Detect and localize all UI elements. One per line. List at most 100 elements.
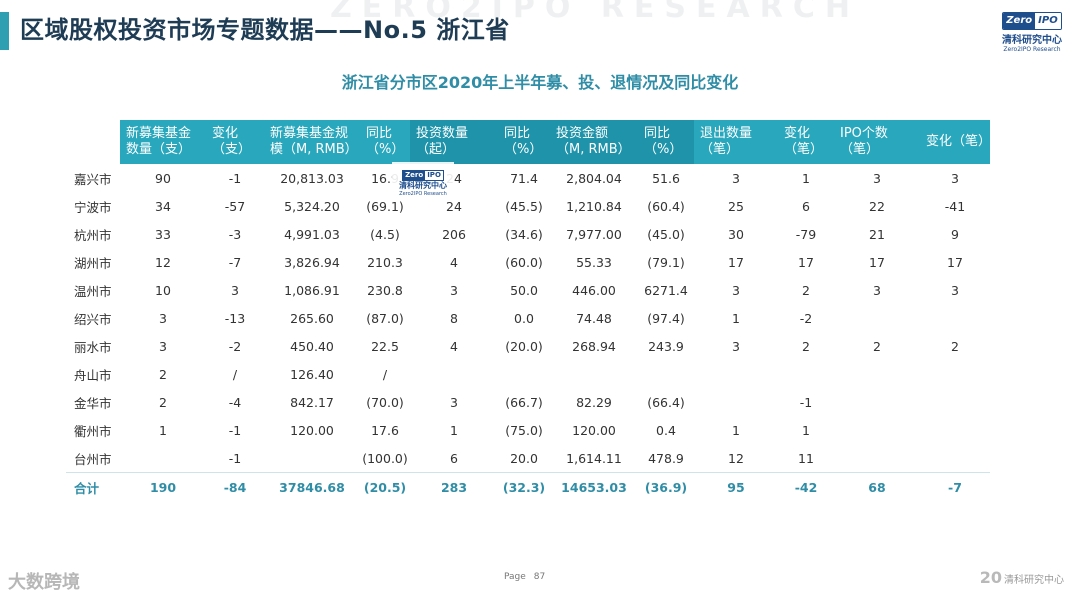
value-cell: 3 xyxy=(732,282,740,298)
value-cell: (79.1) xyxy=(647,254,685,270)
value-cell xyxy=(120,444,206,473)
city-cell: 台州市 xyxy=(74,451,112,467)
value-cell: 126.40 xyxy=(290,366,334,382)
footer-brand-text: 清科研究中心 xyxy=(1004,575,1064,586)
value-cell: 2 xyxy=(951,338,959,354)
table-header-row: 新募集基金数量（支） 变化（支） 新募集基金规模（M, RMB） 同比（%） 投… xyxy=(66,120,991,164)
value-cell: 22 xyxy=(869,198,885,214)
data-table: 新募集基金数量（支） 变化（支） 新募集基金规模（M, RMB） 同比（%） 投… xyxy=(66,120,991,501)
value-cell: (60.4) xyxy=(647,198,685,214)
value-cell: (75.0) xyxy=(505,422,543,438)
value-cell: 37846.68 xyxy=(264,472,360,501)
value-cell xyxy=(920,388,990,416)
value-cell: 1 xyxy=(732,422,740,438)
value-cell: 2 xyxy=(802,338,810,354)
value-cell: (100.0) xyxy=(362,450,408,466)
value-cell: 20.0 xyxy=(510,450,538,466)
value-cell: 1,614.11 xyxy=(566,450,622,466)
value-cell xyxy=(638,360,694,388)
value-cell: 82.29 xyxy=(576,394,612,410)
value-cell: (87.0) xyxy=(366,310,404,326)
page-number: 87 xyxy=(533,572,546,582)
value-cell: -41 xyxy=(944,198,966,214)
value-cell: 268.94 xyxy=(572,338,616,354)
value-cell: 3 xyxy=(873,282,881,298)
footer-brand-number: 20 xyxy=(979,568,1002,587)
table-row: 绍兴市 3 -13 265.60 (87.0) 8 0.0 74.48 (97.4) 1 -2 xyxy=(66,304,990,332)
page-label: Page xyxy=(504,572,526,582)
value-cell: 3 xyxy=(450,282,458,298)
value-cell: 50.0 xyxy=(510,282,538,298)
value-cell: (45.5) xyxy=(505,198,543,214)
table-row: 舟山市 2 / 126.40 / xyxy=(66,360,990,388)
value-cell: -1 xyxy=(228,170,242,186)
value-cell: -7 xyxy=(920,472,990,501)
header-cell-ipo-change: 变化（笔） xyxy=(920,120,991,164)
value-cell: (20.5) xyxy=(360,472,410,501)
brand-name-en: Zero2IPO Research xyxy=(1003,46,1061,53)
city-cell: 杭州市 xyxy=(74,227,112,243)
header-cell-corner xyxy=(66,120,120,164)
city-cell: 舟山市 xyxy=(74,367,112,383)
page-title: 区域股权投资市场专题数据——No.5 浙江省 xyxy=(20,16,510,44)
bottom-watermark: 大数跨境 xyxy=(8,572,80,593)
value-cell: 1 xyxy=(802,422,810,438)
value-cell: 120.00 xyxy=(572,422,616,438)
value-cell: 90 xyxy=(155,170,171,186)
city-cell: 丽水市 xyxy=(74,339,112,355)
value-cell: 10 xyxy=(155,282,171,298)
value-cell: 51.6 xyxy=(652,170,680,186)
value-cell: 74.48 xyxy=(576,310,612,326)
table-total-row: 合计 190 -84 37846.68 (20.5) 283 (32.3) 14653.03(… xyxy=(66,472,990,501)
value-cell: 14653.03 xyxy=(550,472,638,501)
table-row: 丽水市 3 -2 450.40 22.5 4 (20.0) 268.94 243.9 3 2 2 2 xyxy=(66,332,990,360)
value-cell: 68 xyxy=(834,472,920,501)
value-cell: 9 xyxy=(951,226,959,242)
value-cell: 3 xyxy=(159,338,167,354)
title-accent-bar xyxy=(0,12,9,50)
brand-logo: Zero IPO 清科研究中心 Zero2IPO Research xyxy=(1000,8,1064,53)
table-row: 金华市 2 -4 842.17 (70.0) 3 (66.7) 82.29 (66.4) -1 xyxy=(66,388,990,416)
value-cell: 2 xyxy=(159,394,167,410)
value-cell xyxy=(920,416,990,444)
value-cell xyxy=(550,360,638,388)
overlay-watermark-logo: Zero IPO 清科研究中心 Zero2IPO Research xyxy=(392,162,454,197)
value-cell: 20,813.03 xyxy=(280,170,344,186)
table-title: 浙江省分市区2020年上半年募、投、退情况及同比变化 xyxy=(341,73,739,92)
value-cell: 30 xyxy=(728,226,744,242)
value-cell: 3 xyxy=(873,170,881,186)
value-cell xyxy=(920,304,990,332)
value-cell: 4,991.03 xyxy=(284,226,340,242)
value-cell: 3,826.94 xyxy=(284,254,340,270)
value-cell xyxy=(694,360,778,388)
header-cell-ipo-count: IPO个数（笔） xyxy=(834,120,920,164)
overlay-logo-icon: Zero IPO xyxy=(402,170,444,181)
value-cell: 230.8 xyxy=(367,282,403,298)
value-cell: -2 xyxy=(228,338,242,354)
table-row: 温州市 10 3 1,086.91 230.8 3 50.0 446.00 6271.4 3 2 3 3 xyxy=(66,276,990,304)
value-cell: 120.00 xyxy=(290,422,334,438)
brand-name-cn: 清科研究中心 xyxy=(1002,35,1062,46)
value-cell: 210.3 xyxy=(367,254,403,270)
value-cell: -1 xyxy=(228,422,242,438)
value-cell: 16.9 xyxy=(371,170,399,186)
value-cell: 478.9 xyxy=(648,450,684,466)
table-row: 嘉兴市 90 -1 20,813.03 16.9 24 71.4 2,804.04 51.6 3 1… xyxy=(66,164,990,192)
header-cell-investment-count: 投资数量（起） xyxy=(410,120,498,164)
value-cell xyxy=(834,388,920,416)
value-cell: (66.4) xyxy=(647,394,685,410)
overlay-logo-cn: 清科研究中心 xyxy=(399,181,447,190)
value-cell: (69.1) xyxy=(366,198,404,214)
value-cell: (20.0) xyxy=(505,338,543,354)
overlay-logo-ipo: IPO xyxy=(427,171,441,179)
value-cell: 450.40 xyxy=(290,338,334,354)
value-cell: / xyxy=(382,366,388,382)
value-cell: 842.17 xyxy=(290,394,334,410)
value-cell: (36.9) xyxy=(638,472,694,501)
city-cell: 宁波市 xyxy=(74,199,112,215)
city-cell: 温州市 xyxy=(74,283,112,299)
value-cell: 1,210.84 xyxy=(566,198,622,214)
table-row: 宁波市 34 -57 5,324.20 (69.1) 24 (45.5) 1,210.84 (6… xyxy=(66,192,990,220)
brand-zero-text: Zero xyxy=(1003,13,1036,29)
value-cell: 6 xyxy=(802,198,810,214)
